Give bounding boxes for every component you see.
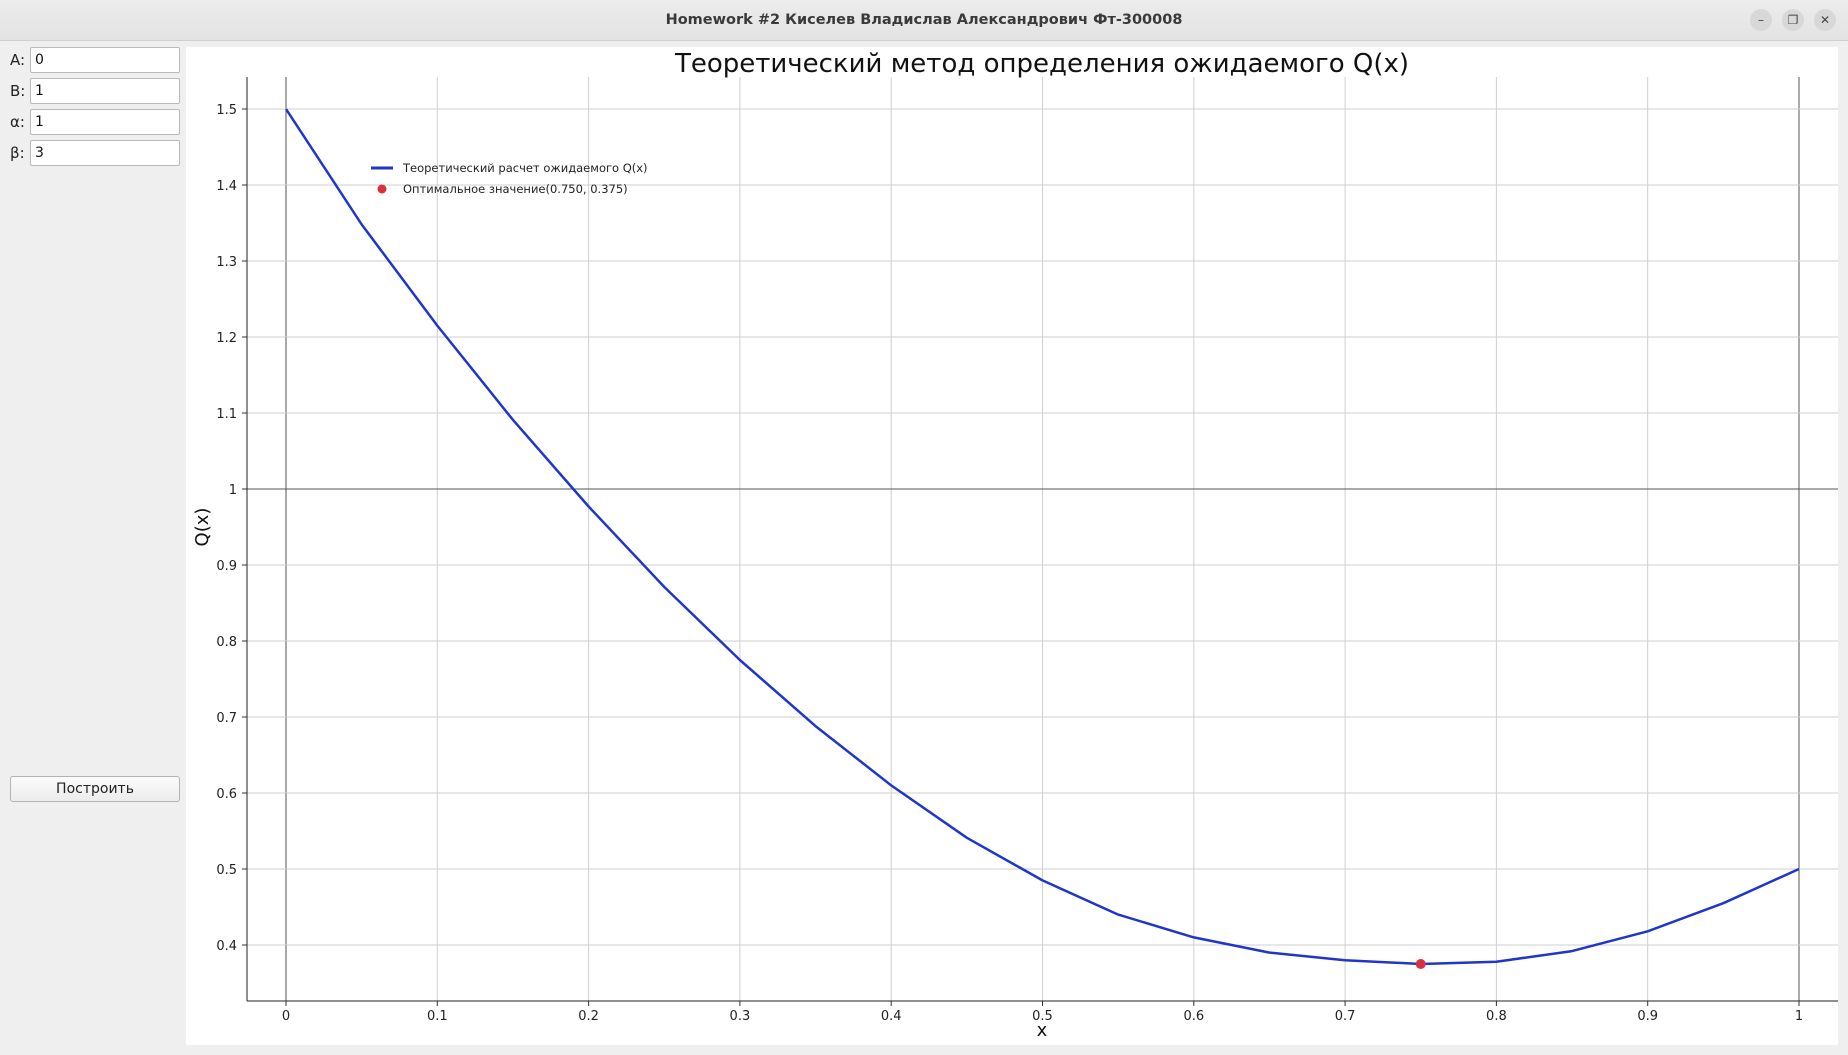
legend-point-swatch: [377, 184, 387, 194]
y-tick-label: 0.8: [216, 635, 237, 650]
x-tick-label: 0.3: [730, 1009, 751, 1024]
series-line: [284, 108, 1800, 966]
optimum-point: [1415, 959, 1426, 969]
y-axis-label: Q(x): [192, 508, 213, 547]
param-label-a: A:: [10, 51, 26, 69]
minimize-button[interactable]: –: [1750, 9, 1772, 31]
x-tick-label: 0.6: [1183, 1009, 1204, 1024]
plot-area: Теоретический метод определения ожидаемо…: [186, 47, 1838, 1045]
parameters-panel: A: B: α: β: Построить: [0, 41, 185, 1055]
param-label-b: B:: [10, 82, 26, 100]
y-tick-label: 0.6: [216, 787, 237, 802]
chart: Теоретический метод определения ожидаемо…: [192, 49, 1838, 1041]
window-titlebar: Homework #2 Киселев Владислав Александро…: [0, 0, 1848, 41]
x-tick-label: 0.1: [427, 1009, 448, 1024]
chart-title: Теоретический метод определения ожидаемо…: [674, 49, 1409, 79]
param-input-b[interactable]: [30, 78, 180, 104]
x-tick-label: 0.9: [1637, 1009, 1658, 1024]
legend-label-series: Теоретический расчет ожидаемого Q(x): [402, 161, 648, 175]
x-tick-label: 0.4: [881, 1009, 902, 1024]
y-tick-label: 1.5: [216, 103, 237, 118]
y-tick-label: 1.3: [216, 255, 237, 270]
y-tick-label: 0.4: [216, 939, 237, 954]
y-tick-label: 1.2: [216, 331, 237, 346]
x-tick-label: 0: [282, 1009, 290, 1024]
x-axis-label: x: [1037, 1020, 1048, 1041]
x-tick-label: 0.8: [1486, 1009, 1507, 1024]
x-tick-label: 0.7: [1335, 1009, 1356, 1024]
param-input-alpha[interactable]: [30, 109, 180, 135]
y-tick-label: 0.9: [216, 559, 237, 574]
x-tick-label: 0.2: [578, 1009, 599, 1024]
param-label-beta: β:: [10, 144, 25, 162]
y-tick-label: 1.4: [216, 179, 237, 194]
y-tick-label: 1.1: [216, 407, 237, 422]
build-button[interactable]: Построить: [10, 776, 180, 802]
param-label-alpha: α:: [10, 113, 25, 131]
window-title: Homework #2 Киселев Владислав Александро…: [665, 12, 1183, 28]
legend-label-optimum: Оптимальное значение(0.750, 0.375): [403, 182, 628, 196]
param-input-beta[interactable]: [30, 140, 180, 166]
x-tick-label: 1: [1795, 1009, 1803, 1024]
y-tick-label: 0.7: [216, 711, 237, 726]
restore-button[interactable]: ❐: [1782, 9, 1804, 31]
close-button[interactable]: ✕: [1814, 9, 1836, 31]
param-input-a[interactable]: [30, 47, 180, 73]
y-tick-label: 1: [229, 483, 237, 498]
x-tick-label: 0.5: [1032, 1009, 1053, 1024]
y-tick-label: 0.5: [216, 863, 237, 878]
